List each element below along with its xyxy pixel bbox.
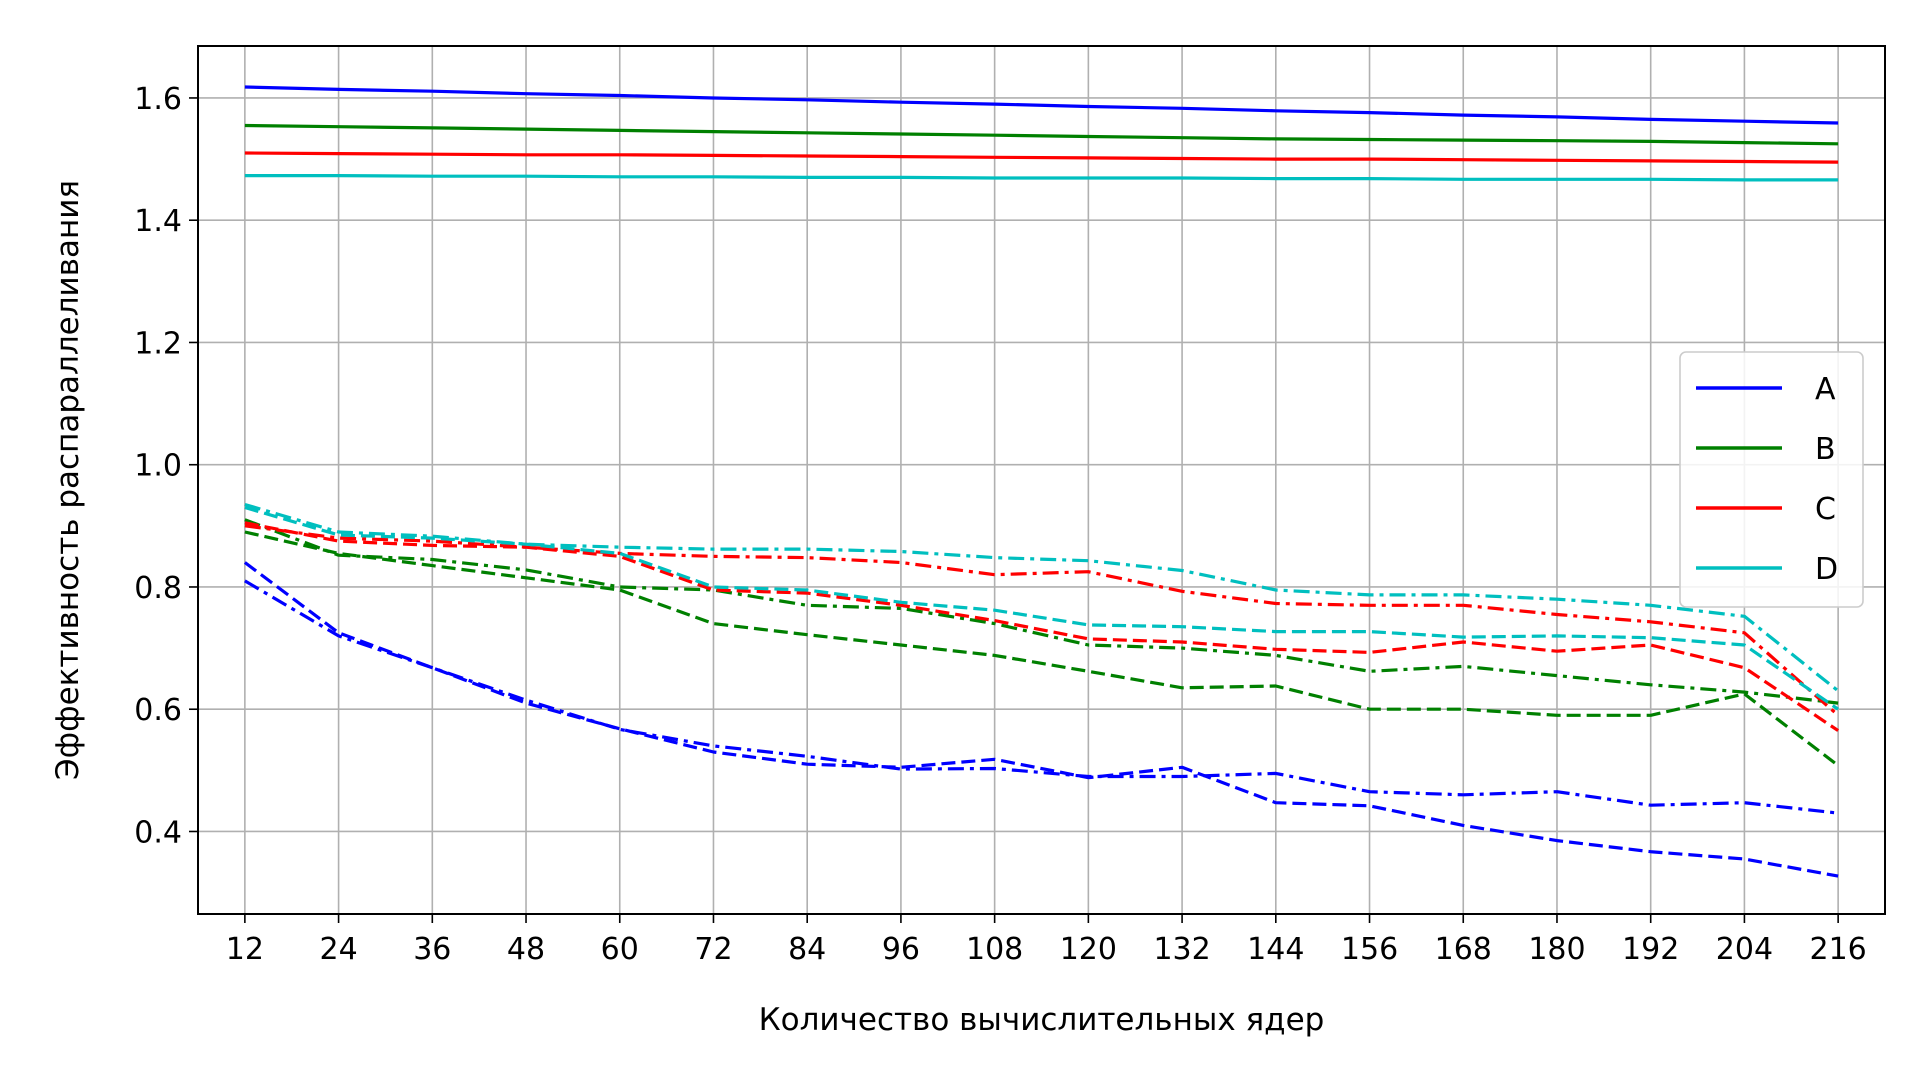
y-tick-label: 1.2 [134, 326, 182, 361]
x-tick-label: 132 [1153, 932, 1210, 967]
x-tick-label: 48 [507, 932, 545, 967]
legend-label-c: C [1815, 492, 1836, 527]
series-line-a-dashdot [244, 579, 1839, 815]
y-tick-label: 0.6 [134, 693, 182, 728]
y-tick-label: 0.8 [134, 571, 182, 606]
legend-label-b: B [1815, 432, 1836, 467]
x-axis-label: Количество вычислительных ядер [759, 1002, 1325, 1038]
x-tick-label: 108 [966, 932, 1023, 967]
legend-box [1679, 351, 1864, 608]
x-tick-label: 216 [1810, 932, 1867, 967]
x-tick-label: 84 [788, 932, 826, 967]
x-tick-label: 36 [413, 932, 451, 967]
x-tick-label: 144 [1247, 932, 1304, 967]
x-tick-label: 168 [1435, 932, 1492, 967]
series-line-a-solid [244, 85, 1839, 125]
series-line-d-solid [244, 174, 1839, 182]
grid-lines [198, 46, 1885, 914]
y-axis-label: Эффективность распараллеливания [50, 180, 86, 780]
x-tick-label: 96 [882, 932, 920, 967]
x-tick-label: 24 [319, 932, 357, 967]
x-tick-label: 204 [1716, 932, 1773, 967]
x-tick-label: 192 [1622, 932, 1679, 967]
series-line-b-dashed [244, 530, 1840, 767]
series-line-c-dashdot [244, 524, 1840, 717]
x-tick-label: 180 [1528, 932, 1585, 967]
plot-frame [197, 45, 1886, 915]
series-line-a-dashed [243, 561, 1839, 878]
x-tick-label: 72 [694, 932, 732, 967]
x-tick-label: 120 [1060, 932, 1117, 967]
x-axis-ticks: 12 24 36 48 60 72 84 96 108 120 132 144 156 168 180 192… [226, 914, 1867, 967]
series-line-b-dashdot [244, 518, 1839, 705]
x-tick-label: 156 [1341, 932, 1398, 967]
legend-label-d: D [1815, 552, 1838, 587]
y-tick-label: 1.0 [134, 449, 182, 484]
y-tick-label: 1.6 [134, 82, 182, 117]
series-line-d-dashdot [244, 502, 1840, 693]
y-tick-label: 1.4 [134, 204, 182, 239]
y-axis-ticks: 0.4 0.6 0.8 1.0 1.2 1.4 1.6 [134, 82, 198, 850]
y-tick-label: 0.4 [134, 815, 182, 850]
series-line-c-solid [244, 151, 1839, 164]
x-tick-label: 60 [601, 932, 639, 967]
x-tick-label: 12 [226, 932, 264, 967]
series-line-b-solid [244, 123, 1839, 146]
series-lines [243, 85, 1840, 878]
legend-label-a: A [1815, 372, 1836, 407]
